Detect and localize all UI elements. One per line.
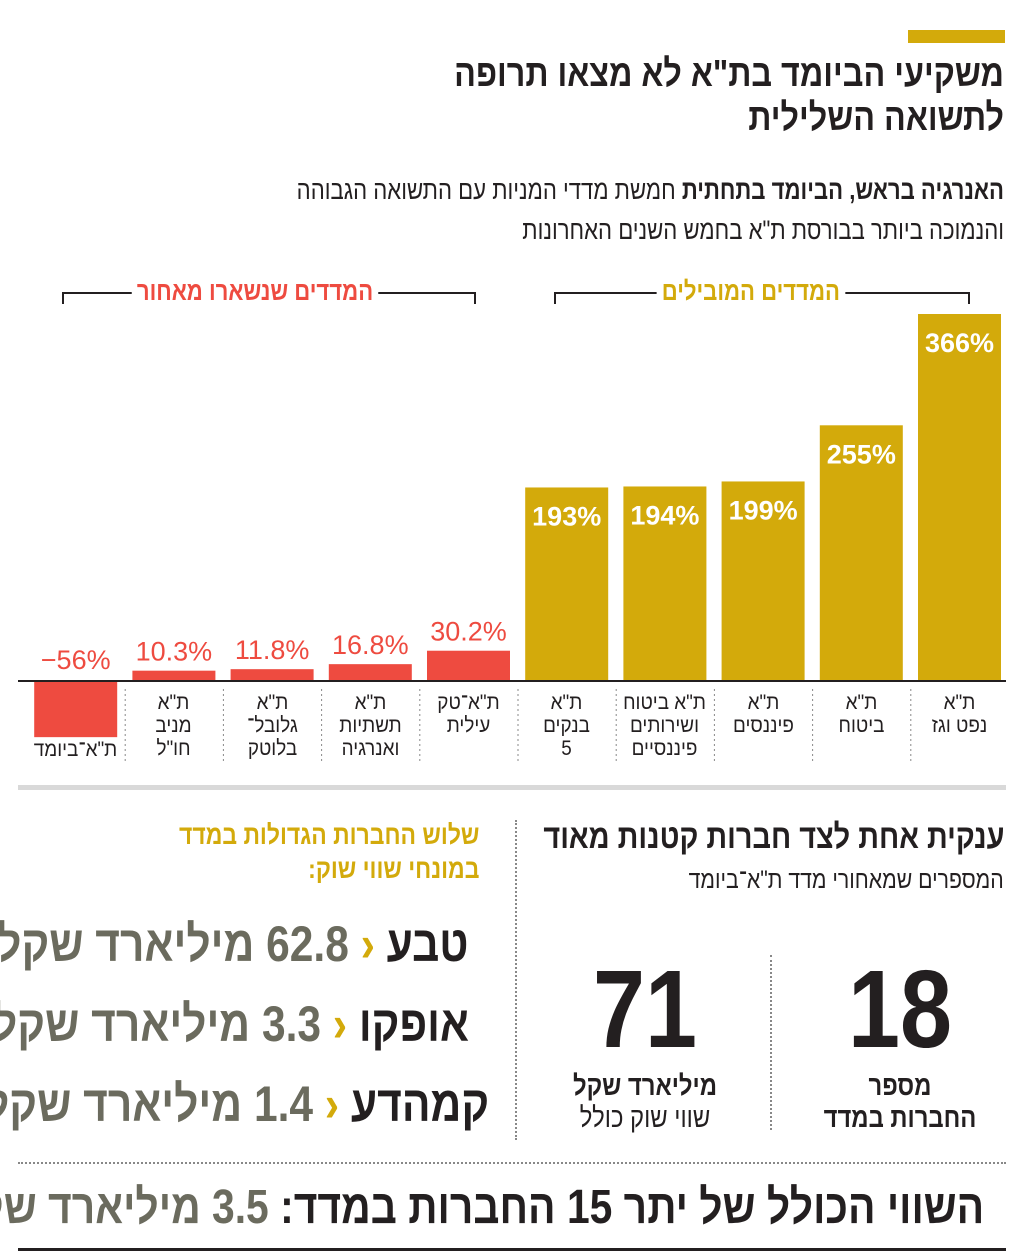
- company-row: אופקו ‹ 3.3 מיליארד שקל: [0, 996, 469, 1052]
- stats-subtitle: המספרים שמאחורי מדד ת"א־ביומד: [688, 866, 1004, 894]
- bar: [427, 650, 510, 681]
- lagging-group-label: המדדים שנשארו מאחור: [131, 276, 379, 307]
- data-label: −56%: [41, 645, 111, 675]
- largest-title: שלוש החברות הגדולות במדד במונחי שווי שוק:: [178, 820, 479, 884]
- category-label: ת"א־טק עילית: [437, 691, 500, 737]
- chevron-left-icon: ‹: [324, 1076, 339, 1132]
- category-label: ת"א בנקים 5: [543, 691, 591, 760]
- divider: [515, 820, 517, 1140]
- data-label: 10.3%: [136, 637, 213, 667]
- category-label: ת"א־ביומד: [33, 738, 118, 761]
- data-label: 16.8%: [332, 630, 409, 660]
- data-label: 366%: [925, 328, 994, 358]
- category-label: ת"א ביטוח: [838, 691, 885, 737]
- company-row: קמהדע ‹ 1.4 מיליארד שקל: [0, 1076, 489, 1132]
- page-title: משקיעי הביומד בת"א לא מצאו תרופה לתשואה ה…: [454, 53, 1004, 139]
- company-count-stat: 18 מספר החברות במדד: [823, 948, 977, 1134]
- market-cap-stat: 71 מיליארד שקל שווי שוק כולל: [572, 948, 717, 1134]
- bar: [918, 314, 1001, 681]
- subtitle: האנרגיה בראש, הביומד בתחתית חמשת מדדי המ…: [296, 175, 1004, 245]
- category-label: ת"א גלובל־ בלוטק: [246, 691, 298, 760]
- section-divider: [18, 785, 1006, 790]
- data-label: 255%: [827, 439, 896, 469]
- bar-chart: 366% 255% 199% 194% 193% 30.2% 16.8% 11.8% 10.3%…: [18, 314, 1006, 763]
- data-label: 11.8%: [235, 635, 310, 665]
- category-label: ת"א נפט וגז: [931, 691, 988, 737]
- data-label: 30.2%: [430, 617, 507, 647]
- chevron-left-icon: ‹: [332, 996, 348, 1052]
- bar: [819, 425, 903, 681]
- stats-title: ענקית אחת לצד חברות קטנות מאוד: [542, 818, 1004, 856]
- bar: [721, 481, 805, 681]
- data-label: 199%: [729, 495, 798, 525]
- divider: [770, 955, 772, 1130]
- bar: [132, 670, 216, 681]
- divider: [18, 1162, 1006, 1164]
- data-label: 193%: [532, 501, 601, 531]
- bar: [34, 681, 118, 738]
- company-row: טבע ‹ 62.8 מיליארד שקל: [0, 916, 469, 972]
- bar: [328, 664, 412, 681]
- accent-bar: [908, 30, 1005, 43]
- bar: [230, 669, 314, 681]
- category-label: ת"א מניב חו"ל: [155, 691, 192, 760]
- bar: [623, 486, 707, 681]
- data-label: 194%: [630, 500, 699, 530]
- bottom-rule: [18, 1248, 1006, 1251]
- bar: [525, 487, 609, 681]
- total-value-line: השווי הכולל של יתר 15 החברות במדד: 3.5 מ…: [0, 1181, 984, 1234]
- category-label: ת"א פיננסים: [732, 691, 794, 737]
- chevron-left-icon: ‹: [361, 916, 376, 972]
- category-label: ת"א תשתיות ואנרגיה: [339, 691, 402, 760]
- leading-group-label: המדדים המובילים: [656, 276, 846, 307]
- category-label: ת"א ביטוח ושירותים פיננסיים: [623, 691, 707, 760]
